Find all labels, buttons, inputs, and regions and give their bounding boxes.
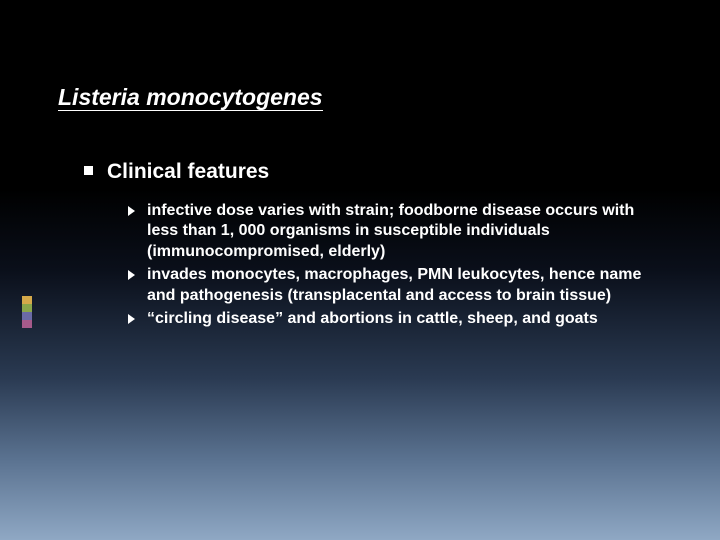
accent-seg-1 (22, 304, 32, 312)
level2-list: infective dose varies with strain; foodb… (84, 201, 680, 330)
accent-seg-2 (22, 312, 32, 320)
list-item: invades monocytes, macrophages, PMN leuk… (128, 265, 680, 307)
list-item: “circling disease” and abortions in catt… (128, 309, 680, 330)
level1-list: Clinical features infective dose varies … (58, 159, 680, 329)
accent-seg-3 (22, 320, 32, 328)
triangle-bullet-icon (128, 314, 135, 324)
list-item-text: infective dose varies with strain; foodb… (147, 201, 667, 263)
slide-title: Listeria monocytogenes (58, 84, 323, 111)
slide-content: Listeria monocytogenes Clinical features… (58, 84, 680, 331)
triangle-bullet-icon (128, 270, 135, 280)
triangle-bullet-icon (128, 206, 135, 216)
heading-row: Clinical features (84, 159, 680, 184)
list-item-text: invades monocytes, macrophages, PMN leuk… (147, 265, 667, 307)
list-item: infective dose varies with strain; foodb… (128, 201, 680, 263)
list-item-text: “circling disease” and abortions in catt… (147, 309, 598, 330)
accent-bar-top (22, 0, 32, 128)
heading-text: Clinical features (107, 159, 269, 184)
accent-seg-0 (22, 296, 32, 304)
accent-bar (22, 0, 32, 540)
square-bullet-icon (84, 166, 93, 175)
